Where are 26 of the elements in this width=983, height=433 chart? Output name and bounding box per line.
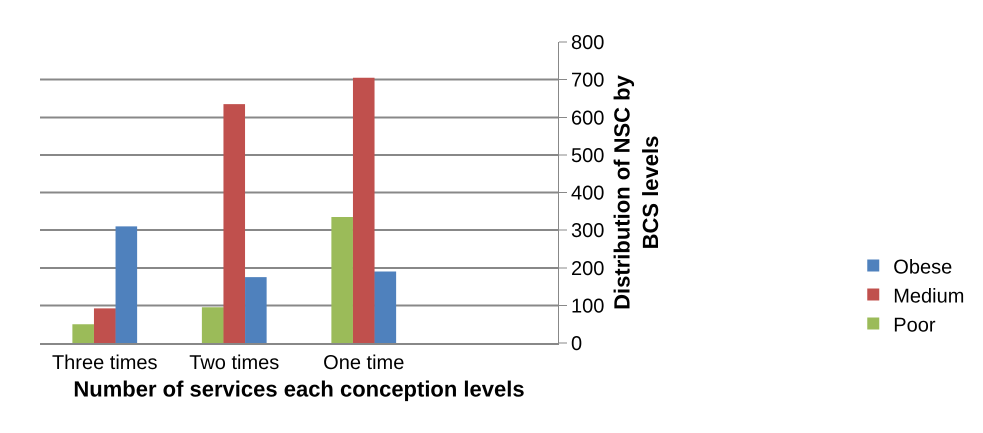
x-tick-label: Three times — [52, 352, 158, 374]
bar — [374, 272, 396, 343]
bar — [116, 226, 138, 343]
bar — [352, 78, 375, 343]
y-tick-label: 400 — [571, 182, 604, 204]
y-tick-label: 600 — [571, 107, 604, 130]
bar — [331, 216, 353, 343]
bar — [245, 277, 267, 343]
legend-label: Medium — [893, 285, 964, 308]
bar — [94, 308, 116, 343]
legend-label: Poor — [893, 314, 936, 336]
bar — [202, 307, 224, 343]
y-tick-label: 300 — [571, 220, 604, 242]
y-tick-label: 200 — [571, 258, 604, 280]
y-tick-label: 100 — [571, 295, 604, 318]
x-axis-title: Number of services each conception levels — [73, 376, 525, 402]
y-axis-title: Distribution of NSC by BCS levels — [609, 74, 663, 310]
x-tick-label: Two times — [189, 352, 280, 374]
legend-label: Obese — [893, 256, 952, 278]
bar — [72, 324, 94, 343]
y-tick-label: 0 — [571, 333, 582, 355]
x-tick-label: One time — [323, 352, 404, 374]
bar — [223, 104, 246, 343]
y-tick-label: 500 — [571, 144, 604, 167]
y-tick-label: 700 — [571, 70, 604, 92]
y-tick-label: 800 — [571, 32, 604, 54]
